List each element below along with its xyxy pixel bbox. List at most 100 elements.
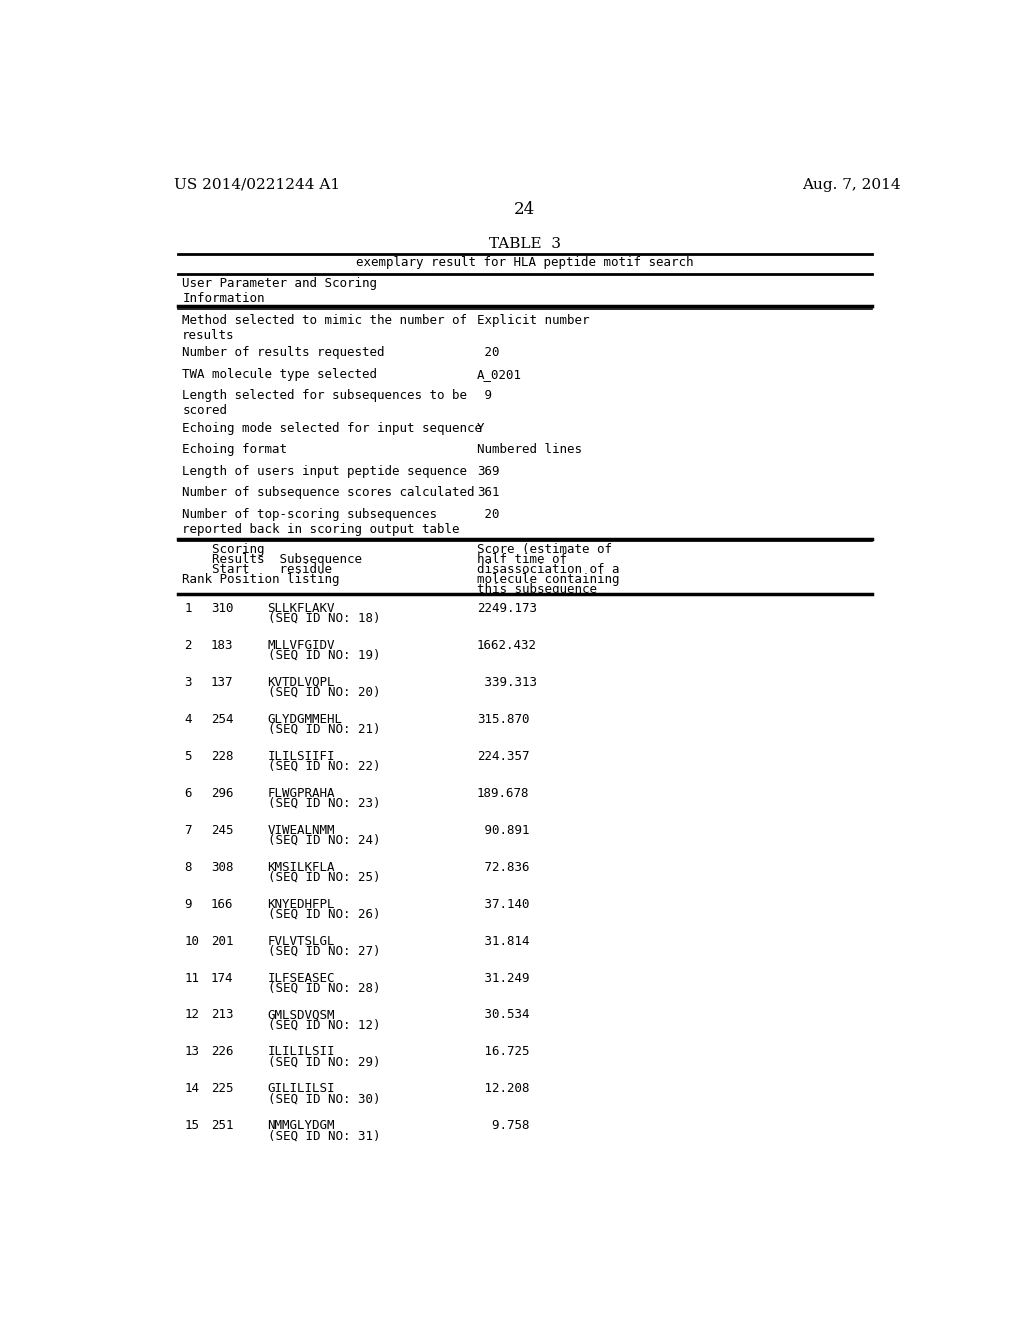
Text: 1662.432: 1662.432 (477, 639, 537, 652)
Text: (SEQ ID NO: 19): (SEQ ID NO: 19) (267, 649, 380, 661)
Text: 90.891: 90.891 (477, 824, 529, 837)
Text: 10: 10 (184, 935, 200, 948)
Text: (SEQ ID NO: 24): (SEQ ID NO: 24) (267, 834, 380, 846)
Text: 7: 7 (184, 824, 193, 837)
Text: Results  Subsequence: Results Subsequence (182, 553, 362, 566)
Text: (SEQ ID NO: 30): (SEQ ID NO: 30) (267, 1093, 380, 1105)
Text: 9: 9 (477, 389, 492, 403)
Text: (SEQ ID NO: 28): (SEQ ID NO: 28) (267, 982, 380, 994)
Text: 310: 310 (211, 602, 233, 615)
Text: Method selected to mimic the number of
results: Method selected to mimic the number of r… (182, 314, 467, 342)
Text: 225: 225 (211, 1082, 233, 1096)
Text: GILILILSI: GILILILSI (267, 1082, 335, 1096)
Text: 30.534: 30.534 (477, 1008, 529, 1022)
Text: GLYDGMMEHL: GLYDGMMEHL (267, 713, 342, 726)
Text: 12: 12 (184, 1008, 200, 1022)
Text: (SEQ ID NO: 26): (SEQ ID NO: 26) (267, 908, 380, 920)
Text: 245: 245 (211, 824, 233, 837)
Text: half time of: half time of (477, 553, 566, 566)
Text: exemplary result for HLA peptide motif search: exemplary result for HLA peptide motif s… (356, 256, 693, 269)
Text: 37.140: 37.140 (477, 898, 529, 911)
Text: Length selected for subsequences to be
scored: Length selected for subsequences to be s… (182, 389, 467, 417)
Text: 15: 15 (184, 1119, 200, 1133)
Text: (SEQ ID NO: 25): (SEQ ID NO: 25) (267, 871, 380, 883)
Text: TABLE  3: TABLE 3 (488, 238, 561, 251)
Text: FLWGPRAHA: FLWGPRAHA (267, 787, 335, 800)
Text: ILILSIIFI: ILILSIIFI (267, 750, 335, 763)
Text: 6: 6 (184, 787, 193, 800)
Text: 361: 361 (477, 487, 500, 499)
Text: Aug. 7, 2014: Aug. 7, 2014 (802, 178, 901, 191)
Text: Numbered lines: Numbered lines (477, 444, 582, 457)
Text: SLLKFLAKV: SLLKFLAKV (267, 602, 335, 615)
Text: Score (estimate of: Score (estimate of (477, 544, 611, 557)
Text: 1: 1 (184, 602, 193, 615)
Text: molecule containing: molecule containing (477, 573, 620, 586)
Text: Y: Y (477, 422, 484, 434)
Text: (SEQ ID NO: 18): (SEQ ID NO: 18) (267, 612, 380, 624)
Text: (SEQ ID NO: 23): (SEQ ID NO: 23) (267, 797, 380, 809)
Text: NMMGLYDGM: NMMGLYDGM (267, 1119, 335, 1133)
Text: 2249.173: 2249.173 (477, 602, 537, 615)
Text: 166: 166 (211, 898, 233, 911)
Text: 20: 20 (477, 346, 500, 359)
Text: 8: 8 (184, 861, 193, 874)
Text: Echoing mode selected for input sequence: Echoing mode selected for input sequence (182, 422, 482, 434)
Text: this subsequence: this subsequence (477, 583, 597, 597)
Text: 308: 308 (211, 861, 233, 874)
Text: Echoing format: Echoing format (182, 444, 288, 457)
Text: MLLVFGIDV: MLLVFGIDV (267, 639, 335, 652)
Text: 9.758: 9.758 (477, 1119, 529, 1133)
Text: TWA molecule type selected: TWA molecule type selected (182, 368, 377, 381)
Text: 24: 24 (514, 201, 536, 218)
Text: 20: 20 (477, 508, 500, 521)
Text: disassociation of a: disassociation of a (477, 564, 620, 577)
Text: 72.836: 72.836 (477, 861, 529, 874)
Text: 213: 213 (211, 1008, 233, 1022)
Text: ILILILSII: ILILILSII (267, 1045, 335, 1059)
Text: 11: 11 (184, 972, 200, 985)
Text: 254: 254 (211, 713, 233, 726)
Text: Number of results requested: Number of results requested (182, 346, 385, 359)
Text: GMLSDVQSM: GMLSDVQSM (267, 1008, 335, 1022)
Text: 16.725: 16.725 (477, 1045, 529, 1059)
Text: Start    residue: Start residue (182, 564, 332, 577)
Text: 137: 137 (211, 676, 233, 689)
Text: 9: 9 (184, 898, 193, 911)
Text: 31.249: 31.249 (477, 972, 529, 985)
Text: KVTDLVQPL: KVTDLVQPL (267, 676, 335, 689)
Text: KMSILKFLA: KMSILKFLA (267, 861, 335, 874)
Text: (SEQ ID NO: 27): (SEQ ID NO: 27) (267, 945, 380, 957)
Text: 31.814: 31.814 (477, 935, 529, 948)
Text: ILFSEASEC: ILFSEASEC (267, 972, 335, 985)
Text: KNYEDHFPL: KNYEDHFPL (267, 898, 335, 911)
Text: Scoring: Scoring (182, 544, 265, 557)
Text: Length of users input peptide sequence: Length of users input peptide sequence (182, 465, 467, 478)
Text: (SEQ ID NO: 20): (SEQ ID NO: 20) (267, 686, 380, 698)
Text: 2: 2 (184, 639, 193, 652)
Text: 251: 251 (211, 1119, 233, 1133)
Text: US 2014/0221244 A1: US 2014/0221244 A1 (174, 178, 341, 191)
Text: 189.678: 189.678 (477, 787, 529, 800)
Text: (SEQ ID NO: 29): (SEQ ID NO: 29) (267, 1056, 380, 1068)
Text: (SEQ ID NO: 22): (SEQ ID NO: 22) (267, 760, 380, 772)
Text: 183: 183 (211, 639, 233, 652)
Text: 13: 13 (184, 1045, 200, 1059)
Text: 14: 14 (184, 1082, 200, 1096)
Text: 228: 228 (211, 750, 233, 763)
Text: 224.357: 224.357 (477, 750, 529, 763)
Text: Explicit number: Explicit number (477, 314, 589, 327)
Text: 369: 369 (477, 465, 500, 478)
Text: Rank Position listing: Rank Position listing (182, 573, 340, 586)
Text: 201: 201 (211, 935, 233, 948)
Text: 339.313: 339.313 (477, 676, 537, 689)
Text: (SEQ ID NO: 21): (SEQ ID NO: 21) (267, 723, 380, 735)
Text: 5: 5 (184, 750, 193, 763)
Text: Number of subsequence scores calculated: Number of subsequence scores calculated (182, 487, 475, 499)
Text: User Parameter and Scoring
Information: User Parameter and Scoring Information (182, 277, 377, 305)
Text: 315.870: 315.870 (477, 713, 529, 726)
Text: 174: 174 (211, 972, 233, 985)
Text: FVLVTSLGL: FVLVTSLGL (267, 935, 335, 948)
Text: A_0201: A_0201 (477, 368, 522, 381)
Text: 12.208: 12.208 (477, 1082, 529, 1096)
